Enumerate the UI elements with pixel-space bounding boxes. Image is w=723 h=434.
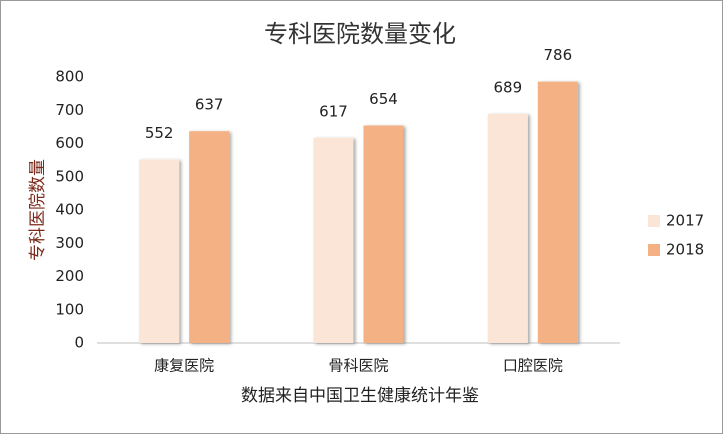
data-label: 689 [494,78,523,96]
legend-label: 2017 [666,212,704,230]
y-tick-label: 700 [55,101,84,119]
y-axis-title: 专科医院数量 [28,159,48,261]
y-tick-label: 600 [55,134,84,152]
y-tick-label: 0 [74,334,84,352]
x-tick-label: 口腔医院 [503,357,563,375]
y-tick-label: 300 [55,234,84,252]
data-label: 617 [319,102,348,120]
y-tick-label: 800 [55,68,84,86]
y-tick-label: 200 [55,267,84,285]
bar [537,81,578,343]
x-axis-title: 数据来自中国卫生健康统计年鉴 [241,386,479,406]
bar [139,159,180,343]
data-label: 654 [369,90,398,108]
bar [189,131,230,343]
legend-swatch [648,215,660,227]
data-label: 786 [544,46,573,64]
bar [487,113,528,343]
legend-label: 2018 [666,241,704,259]
legend-swatch [648,244,660,256]
x-tick-label: 骨科医院 [328,357,388,375]
data-label: 637 [195,96,224,114]
y-tick-label: 100 [55,300,84,318]
bar [363,125,404,343]
y-tick-label: 400 [55,201,84,219]
chart-title: 专科医院数量变化 [264,20,456,48]
data-label: 552 [145,124,174,142]
x-tick-label: 康复医院 [154,357,214,375]
y-tick-label: 500 [55,167,84,185]
bar [313,137,354,343]
